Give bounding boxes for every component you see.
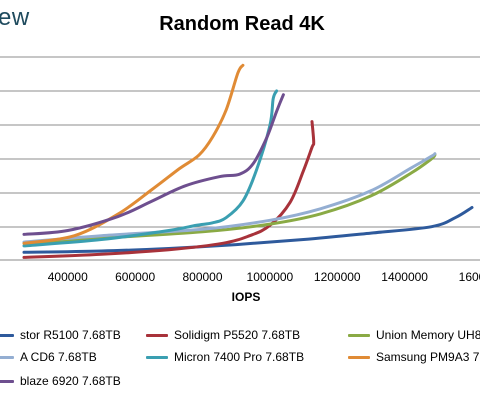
legend-label: Solidigm P5520 7.68TB bbox=[174, 328, 301, 342]
legend-label: stor R5100 7.68TB bbox=[20, 328, 121, 342]
series-line-3 bbox=[22, 152, 437, 244]
legend-item-5: Samsung PM9A3 7.6 bbox=[348, 350, 480, 364]
series-line-0 bbox=[22, 206, 474, 254]
legend-label: Union Memory UH8 bbox=[376, 328, 480, 342]
x-tick-label-3: 1000000 bbox=[247, 270, 294, 284]
legend-swatch bbox=[348, 355, 370, 359]
series-line-4 bbox=[22, 89, 279, 248]
x-tick-label-6: 1600 bbox=[459, 270, 480, 284]
legend-swatch bbox=[0, 333, 14, 337]
legend-swatch bbox=[146, 333, 168, 337]
x-tick-label-1: 600000 bbox=[115, 270, 155, 284]
legend-swatch bbox=[0, 379, 14, 383]
legend-swatch bbox=[146, 355, 168, 359]
legend-item-1: Solidigm P5520 7.68TB bbox=[146, 328, 300, 342]
legend-item-3: A CD6 7.68TB bbox=[0, 350, 97, 364]
legend: stor R5100 7.68TB Solidigm P5520 7.68TB Un… bbox=[0, 318, 480, 398]
chart-title: Random Read 4K bbox=[159, 13, 325, 35]
legend-item-4: Micron 7400 Pro 7.68TB bbox=[146, 350, 304, 364]
x-tick-label-5: 1400000 bbox=[381, 270, 428, 284]
series-line-6 bbox=[22, 93, 285, 236]
legend-label: blaze 6920 7.68TB bbox=[20, 374, 121, 388]
x-tick-label-0: 400000 bbox=[48, 270, 88, 284]
series-line-5 bbox=[22, 63, 245, 245]
x-tick-label-4: 1200000 bbox=[314, 270, 361, 284]
legend-item-6: blaze 6920 7.68TB bbox=[0, 374, 121, 388]
logo: ew bbox=[0, 4, 30, 31]
x-tick-label-2: 800000 bbox=[182, 270, 222, 284]
series-lines bbox=[22, 63, 474, 259]
legend-swatch bbox=[348, 333, 370, 337]
x-tick-labels: 400000 600000 800000 1000000 1200000 1400000 1… bbox=[48, 270, 480, 284]
legend-label: Samsung PM9A3 7.6 bbox=[376, 350, 480, 364]
legend-label: Micron 7400 Pro 7.68TB bbox=[174, 350, 305, 364]
legend-item-0: stor R5100 7.68TB bbox=[0, 328, 121, 342]
grid-lines bbox=[0, 56, 480, 228]
legend-swatch bbox=[0, 355, 14, 359]
x-axis-label: IOPS bbox=[231, 290, 261, 304]
legend-label: A CD6 7.68TB bbox=[20, 350, 97, 364]
legend-item-2: Union Memory UH8 bbox=[348, 328, 480, 342]
